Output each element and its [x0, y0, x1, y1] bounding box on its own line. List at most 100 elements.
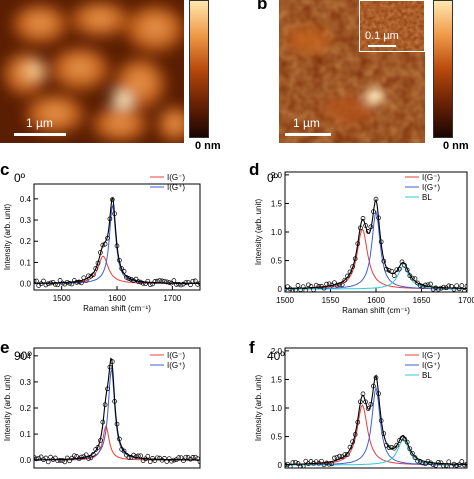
y-tick-label: 2.0 [271, 347, 283, 356]
data-point [166, 456, 172, 462]
data-point [126, 455, 132, 460]
data-point [57, 278, 63, 283]
data-point [389, 445, 394, 450]
inset-topography-b [360, 1, 424, 51]
data-point [81, 275, 87, 281]
data-point [441, 284, 446, 290]
data-point [159, 278, 165, 284]
legend-label: I(G⁺) [167, 183, 185, 192]
chart-e: 0.0 0.1 0.2 0.3 0.4 Intensity (arb. unit) 90º I… [3, 347, 201, 469]
data-point [415, 458, 420, 464]
data-point [195, 282, 200, 287]
angle-label: 0º [14, 171, 26, 185]
plot-area [285, 374, 467, 468]
inset-scalebar-label-b: 0.1 µm [365, 30, 399, 42]
series-blue [34, 367, 200, 461]
data-point [107, 364, 113, 370]
data-point [109, 359, 115, 364]
data-point [332, 280, 337, 286]
x-tick-label: 1650 [413, 296, 431, 305]
data-point [69, 455, 75, 461]
data-point [34, 278, 39, 284]
data-point [76, 279, 82, 285]
legend-label: BL [422, 371, 432, 380]
data-point [121, 448, 127, 454]
data-point [459, 459, 465, 464]
data-point [402, 436, 407, 442]
data-point [319, 458, 324, 464]
data-point [150, 281, 155, 287]
data-point [183, 454, 189, 460]
data-point [313, 459, 319, 465]
data-point [433, 463, 439, 468]
data-point [71, 453, 77, 459]
data-point [128, 277, 134, 282]
data-point [394, 442, 400, 448]
data-point [417, 459, 423, 464]
angle-label: 90º [14, 349, 32, 363]
data-point [133, 454, 139, 459]
data-point [397, 266, 402, 272]
data-point [345, 273, 350, 279]
data-point [436, 286, 441, 292]
data-point [88, 273, 94, 279]
colorbar-min-a: 0 nm [195, 140, 221, 152]
data-point [114, 421, 120, 427]
data-point [90, 452, 96, 457]
y-tick-label: 2.0 [271, 171, 283, 180]
data-point [394, 267, 400, 273]
data-point [358, 225, 363, 231]
data-point [345, 452, 350, 457]
data-point [52, 281, 58, 287]
data-point [391, 273, 397, 278]
data-point [93, 266, 99, 271]
data-point [342, 452, 348, 457]
data-point [311, 287, 316, 292]
data-point [352, 432, 358, 437]
data-point [95, 260, 101, 266]
data-point [410, 450, 415, 456]
data-point [334, 282, 340, 288]
data-point [152, 279, 158, 284]
data-point [124, 275, 129, 280]
data-point [195, 456, 200, 462]
data-point [197, 459, 200, 465]
data-point [300, 284, 306, 290]
data-point [417, 283, 423, 288]
series-red [285, 404, 467, 466]
y-tick-label: 0.5 [271, 257, 283, 266]
angle-label: 40º [267, 349, 285, 363]
data-point [287, 286, 293, 292]
data-point [112, 399, 117, 404]
legend-label: I(G⁺) [167, 361, 185, 370]
data-point [34, 278, 37, 284]
data-point [420, 283, 426, 289]
chart-d: 1500 1550 1600 1650 1700 0 0.5 1.0 1.5 2.0 Raman s… [254, 171, 474, 315]
data-point [98, 438, 103, 443]
data-point [157, 278, 163, 283]
data-point [121, 269, 127, 274]
data-point [355, 419, 361, 425]
data-point [300, 463, 306, 468]
data-point [287, 464, 293, 468]
data-point [397, 438, 402, 443]
data-point [324, 460, 329, 466]
data-point [290, 287, 296, 292]
data-point [347, 269, 353, 275]
data-point [384, 442, 389, 448]
data-point [462, 462, 467, 468]
data-point [55, 458, 61, 464]
data-point [334, 454, 340, 460]
scalebar-label-b: 1 µm [293, 116, 320, 130]
data-point [190, 455, 196, 460]
data-point [164, 279, 170, 285]
data-point [298, 287, 303, 292]
data-point [95, 445, 101, 450]
x-tick-label: 1600 [108, 294, 126, 303]
data-point [162, 456, 167, 461]
data-point [329, 282, 335, 288]
data-point [443, 463, 449, 468]
data-point [98, 250, 103, 255]
data-point [64, 279, 70, 285]
data-point [126, 276, 132, 281]
